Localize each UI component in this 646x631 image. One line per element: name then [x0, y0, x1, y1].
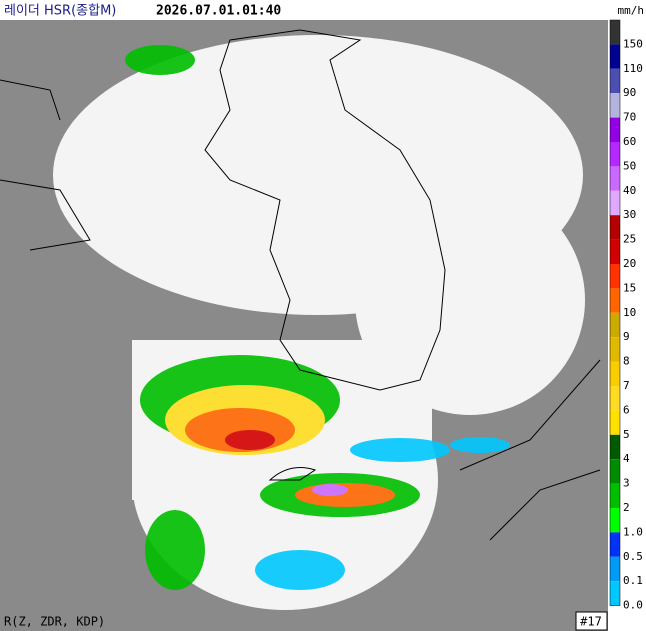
legend-label: 0.0	[623, 599, 643, 612]
legend-unit: mm/h	[618, 4, 645, 17]
legend-swatch	[610, 410, 620, 435]
rain-echo	[125, 45, 510, 590]
method-label: R(Z, ZDR, KDP)	[4, 615, 105, 629]
legend-swatch	[610, 20, 620, 45]
legend-label: 150	[623, 37, 643, 50]
legend-swatch	[610, 93, 620, 118]
legend-label: 40	[623, 184, 636, 197]
legend-swatch	[610, 264, 620, 289]
coastline	[0, 29, 601, 541]
legend-label: 1.0	[623, 525, 643, 538]
legend-swatch	[610, 166, 620, 191]
legend-frame	[609, 19, 621, 606]
legend-label: 0.5	[623, 550, 643, 563]
legend-label: 5	[623, 428, 630, 441]
legend-swatch	[610, 434, 620, 460]
legend-swatch	[610, 483, 620, 508]
timestamp: 2026.07.01.01:40	[156, 4, 281, 19]
legend-swatch	[610, 190, 620, 216]
legend-label: 90	[623, 86, 636, 99]
frame-label: #17	[580, 615, 602, 629]
legend-swatch	[610, 288, 620, 313]
legend-swatch	[610, 142, 620, 167]
legend-label: 70	[623, 111, 636, 124]
legend-label: 110	[623, 62, 643, 75]
legend-label: 7	[623, 379, 630, 392]
legend-label: 15	[623, 281, 636, 294]
legend-swatch	[610, 215, 620, 240]
map	[0, 20, 608, 631]
legend-label: 30	[623, 208, 636, 221]
legend-swatch	[610, 386, 620, 411]
legend-label: 20	[623, 257, 636, 270]
legend: 150 110 90 70 60 50 40 30 25 20 15 10 9 8 7 6 5 4 3 2 1.0 0.5…	[609, 19, 643, 612]
legend-swatch	[610, 312, 620, 338]
legend-label: 60	[623, 135, 636, 148]
legend-swatch	[610, 117, 620, 142]
legend-swatch	[610, 508, 620, 533]
title: 레이더 HSR(종합M)	[4, 4, 116, 19]
legend-label: 2	[623, 501, 630, 514]
legend-label: 25	[623, 233, 636, 246]
legend-label: 4	[623, 452, 630, 465]
legend-label: 10	[623, 306, 636, 319]
legend-label: 9	[623, 330, 630, 343]
legend-label: 6	[623, 403, 630, 416]
legend-label: 50	[623, 159, 636, 172]
legend-label: 0.1	[623, 574, 643, 587]
legend-swatch	[610, 44, 620, 69]
legend-label: 3	[623, 477, 630, 490]
legend-swatch	[610, 361, 620, 386]
legend-swatch	[610, 68, 620, 94]
legend-swatch	[610, 532, 620, 557]
legend-label: 8	[623, 355, 630, 368]
legend-swatch	[610, 337, 620, 362]
legend-swatch	[610, 556, 620, 582]
legend-swatch	[610, 581, 620, 606]
legend-swatch	[610, 239, 620, 264]
frame-box	[575, 611, 608, 631]
legend-swatch	[610, 459, 620, 484]
